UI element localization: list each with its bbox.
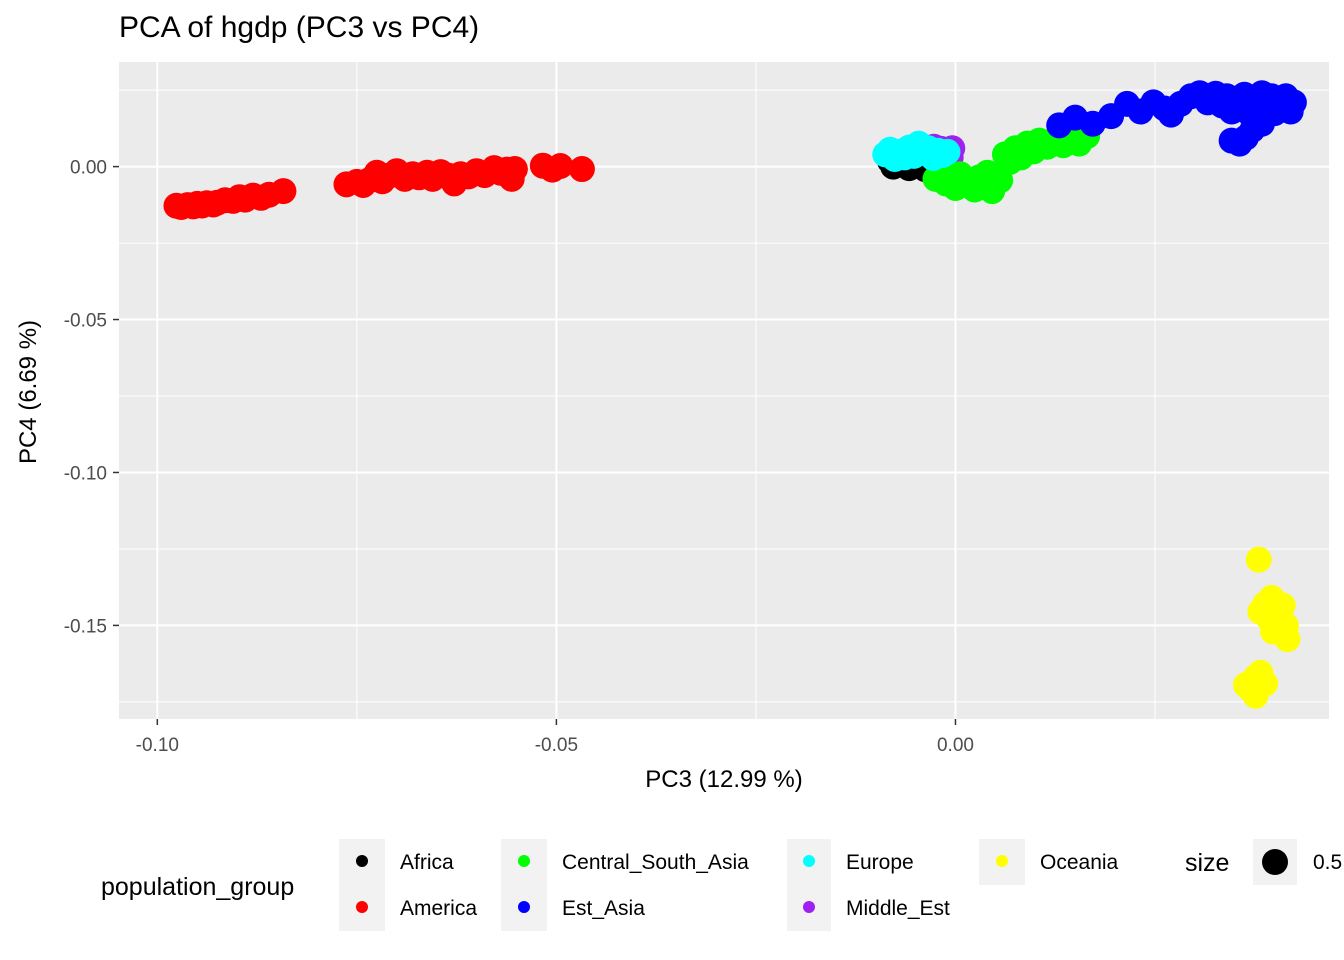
data-point bbox=[270, 178, 297, 205]
minor-gridlines bbox=[119, 62, 1329, 719]
data-point bbox=[1269, 592, 1296, 619]
tick-labels: -0.10 -0.05 0.00 0.00 -0.05 -0.10 -0.15 bbox=[64, 158, 974, 756]
legend-title: population_group bbox=[101, 873, 294, 901]
major-gridlines bbox=[119, 62, 1329, 719]
legend-swatch bbox=[518, 901, 530, 913]
x-tick-label: 0.00 bbox=[937, 735, 974, 756]
data-point bbox=[1245, 546, 1272, 573]
y-axis-title: PC4 (6.69 %) bbox=[15, 320, 42, 464]
legend-label: Europe bbox=[846, 851, 914, 874]
size-legend-label: 0.5 bbox=[1313, 851, 1342, 874]
legend-swatch bbox=[803, 901, 815, 913]
legend-label: Oceania bbox=[1040, 851, 1119, 874]
series-america bbox=[163, 152, 595, 220]
series-est_asia bbox=[1046, 80, 1307, 157]
plot-panel bbox=[119, 62, 1329, 719]
legend-label: America bbox=[400, 897, 477, 920]
legend-label: Middle_Est bbox=[846, 897, 950, 920]
y-tick-label: -0.15 bbox=[64, 616, 107, 637]
legend-label: Central_South_Asia bbox=[562, 851, 749, 874]
y-tick-label: -0.05 bbox=[64, 311, 107, 332]
data-point bbox=[501, 156, 528, 183]
series-oceania bbox=[1232, 546, 1301, 709]
data-point bbox=[1280, 89, 1307, 116]
legend-swatch bbox=[518, 855, 530, 867]
legend-swatch bbox=[356, 901, 368, 913]
data-point bbox=[1248, 110, 1275, 137]
legend-swatch bbox=[803, 855, 815, 867]
data-point bbox=[568, 156, 595, 183]
data-point bbox=[1242, 682, 1269, 709]
x-tick-label: -0.10 bbox=[136, 735, 179, 756]
legend-label: Africa bbox=[400, 851, 454, 874]
x-tick-label: -0.05 bbox=[535, 735, 578, 756]
axis-ticks bbox=[113, 165, 957, 725]
chart-title: PCA of hgdp (PC3 vs PC4) bbox=[119, 11, 480, 44]
legend-swatch bbox=[996, 855, 1008, 867]
data-point bbox=[934, 138, 961, 165]
legend: population_group Africa America Central_So… bbox=[101, 839, 1342, 931]
legend-swatch bbox=[356, 855, 368, 867]
y-tick-label: 0.00 bbox=[70, 158, 107, 179]
data-point bbox=[547, 152, 574, 179]
series-central_south_asia bbox=[922, 123, 1101, 205]
series-europe bbox=[872, 130, 961, 172]
legend-label: Est_Asia bbox=[562, 897, 645, 920]
data-point bbox=[1274, 626, 1301, 653]
data-points bbox=[163, 80, 1307, 709]
size-legend-title: size bbox=[1185, 849, 1229, 877]
x-axis-title: PC3 (12.99 %) bbox=[645, 766, 802, 793]
y-tick-label: -0.10 bbox=[64, 463, 107, 484]
size-legend-dot bbox=[1262, 849, 1288, 875]
